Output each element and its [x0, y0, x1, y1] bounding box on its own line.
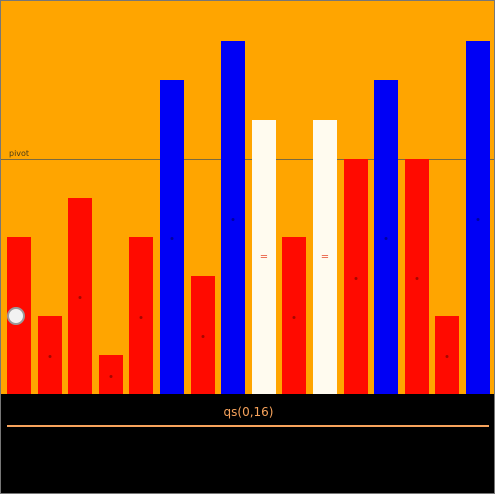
bar-center-dot — [476, 218, 480, 221]
bar-2 — [68, 198, 92, 394]
bar-1 — [38, 316, 62, 394]
pivot-line — [1, 159, 494, 160]
bar-6 — [191, 276, 215, 394]
bar-center-dot — [201, 335, 205, 338]
bar-center-dot — [231, 218, 235, 221]
bar-center-dot — [170, 237, 174, 240]
bar-3 — [99, 355, 123, 394]
progress-track — [7, 425, 489, 427]
cursor-handle[interactable] — [7, 307, 25, 325]
bar-center-dot — [445, 355, 449, 358]
bar-8: = — [252, 120, 276, 394]
bar-4 — [129, 237, 153, 394]
bar-5 — [160, 80, 184, 394]
bar-13 — [405, 159, 429, 394]
footer-panel: qs(0,16) — [1, 394, 494, 493]
bar-14 — [435, 316, 459, 394]
progress-fill — [7, 425, 489, 427]
bar-center-dot — [139, 316, 143, 319]
bar-center-dot — [48, 355, 52, 358]
bar-center-dot — [384, 237, 388, 240]
bar-9 — [282, 237, 306, 394]
bar-center-dot — [292, 316, 296, 319]
bar-11 — [344, 159, 368, 394]
bar-center-dot — [109, 375, 113, 378]
recursion-call-label: qs(0,16) — [223, 405, 274, 419]
bar-stage: pivot = = — [1, 1, 494, 394]
equal-marker: = — [320, 251, 330, 263]
bar-10: = — [313, 120, 337, 394]
bar-center-dot — [354, 277, 358, 280]
pivot-label: pivot — [9, 149, 30, 158]
bar-12 — [374, 80, 398, 394]
bar-15 — [466, 41, 490, 394]
bar-center-dot — [415, 277, 419, 280]
bar-7 — [221, 41, 245, 394]
equal-marker: = — [259, 251, 269, 263]
bar-center-dot — [78, 296, 82, 299]
